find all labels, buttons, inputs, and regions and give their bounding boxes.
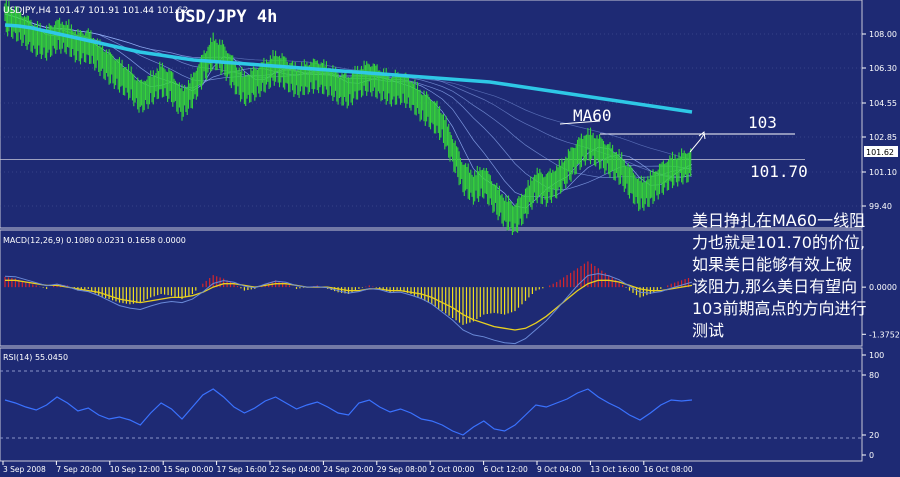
rsi-line xyxy=(4,388,693,436)
price-tick-label: 108.00 xyxy=(869,30,897,39)
macd-tick-label: -1.3752 xyxy=(869,330,900,339)
symbol-header: USDJPY,H4 101.47 101.91 101.44 101.62 xyxy=(3,6,188,16)
rsi-tick-label: 100 xyxy=(869,351,884,360)
current-price-tag xyxy=(864,146,898,157)
x-tick-label: 13 Oct 16:00 xyxy=(590,465,639,474)
price-bars xyxy=(4,0,692,235)
rsi-tick-label: 0 xyxy=(869,451,874,460)
level-10170-label: 101.70 xyxy=(750,162,808,181)
y-axis-ticks: 108.00 106.30 104.55 102.85 101.10 99.40 0.000… xyxy=(862,30,900,460)
x-tick-label: 29 Sep 08:00 xyxy=(377,465,427,474)
current-price-text: 101.62 xyxy=(866,148,894,157)
price-tick-label: 106.30 xyxy=(869,64,897,73)
price-tick-label: 102.85 xyxy=(869,133,897,142)
price-tick-label: 101.10 xyxy=(869,168,897,177)
commentary-line: 力也就是101.70的价位, xyxy=(692,233,865,252)
macd-tick-label: 0.0000 xyxy=(869,283,897,292)
rsi-tick-label: 20 xyxy=(869,431,879,440)
ma60-line xyxy=(4,23,693,114)
x-tick-label: 2 Oct 00:00 xyxy=(430,465,474,474)
x-tick-label: 3 Sep 2008 xyxy=(3,465,46,474)
macd-main-line xyxy=(4,273,693,345)
commentary-line: 测试 xyxy=(692,321,724,340)
level-103-label: 103 xyxy=(748,113,777,132)
rsi-panel xyxy=(0,347,863,462)
x-tick-label: 6 Oct 12:00 xyxy=(484,465,528,474)
commentary-line: 如果美日能够有效上破 xyxy=(692,255,852,274)
x-tick-label: 16 Oct 08:00 xyxy=(644,465,693,474)
chart-title: USD/JPY 4h xyxy=(175,7,277,27)
commentary-line: 该阻力,那么美日有望向 xyxy=(692,277,857,296)
x-tick-label: 10 Sep 12:00 xyxy=(110,465,160,474)
rsi-title: RSI(14) 55.0450 xyxy=(3,353,68,362)
price-tick-label: 104.55 xyxy=(869,99,897,108)
breakout-arrow-icon xyxy=(689,131,706,153)
commentary-line: 美日挣扎在MA60一线阻 xyxy=(692,211,865,230)
macd-histogram xyxy=(4,261,690,325)
rsi-tick-label: 80 xyxy=(869,371,879,380)
macd-title: MACD(12,26,9) 0.1080 0.0231 0.1658 0.000… xyxy=(3,236,186,245)
x-tick-label: 17 Sep 16:00 xyxy=(217,465,267,474)
x-tick-label: 15 Sep 00:00 xyxy=(163,465,213,474)
x-tick-label: 22 Sep 04:00 xyxy=(270,465,320,474)
price-tick-label: 99.40 xyxy=(869,202,892,211)
x-tick-label: 24 Sep 20:00 xyxy=(323,465,373,474)
x-tick-label: 7 Sep 20:00 xyxy=(56,465,102,474)
macd-signal-line xyxy=(5,279,693,331)
x-axis-ticks: 3 Sep 2008 7 Sep 20:00 10 Sep 12:00 15 Sep … xyxy=(2,461,693,474)
commentary-line: 103前期高点的方向进行 xyxy=(692,299,867,318)
ma-ribbon-line xyxy=(4,13,693,161)
ma60-label: MA60 xyxy=(573,106,612,125)
x-tick-label: 9 Oct 04:00 xyxy=(537,465,581,474)
ma-ribbon-line xyxy=(4,13,693,191)
ma60-pointer xyxy=(559,120,601,125)
